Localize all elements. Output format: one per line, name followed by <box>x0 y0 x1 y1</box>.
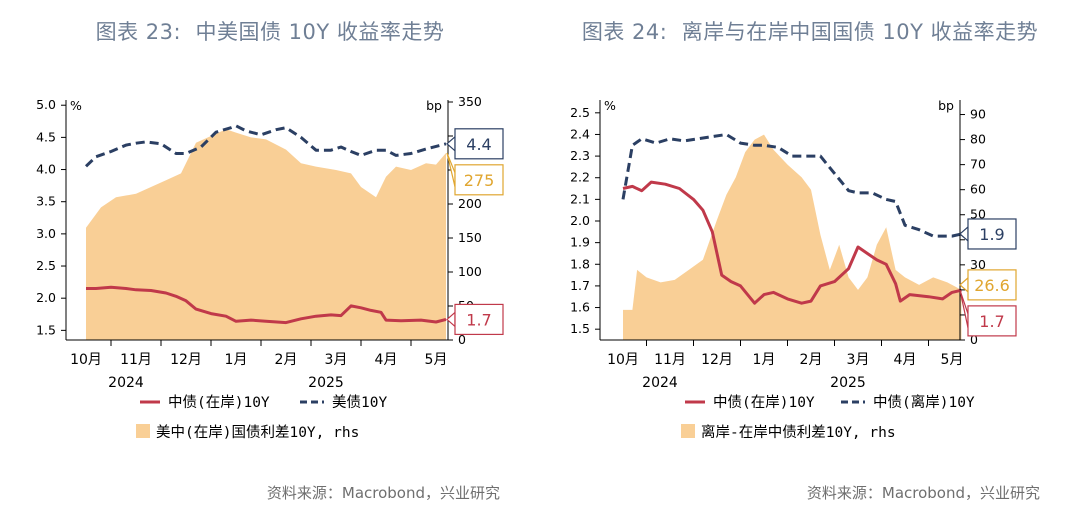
x-tick-label: 4月 <box>894 352 917 368</box>
right-tick-label: 350 <box>458 94 482 109</box>
right-tick-label: 80 <box>970 132 986 147</box>
callout-box <box>454 303 504 336</box>
x-tick-label: 2月 <box>275 352 298 368</box>
right-unit-label: bp <box>426 98 442 113</box>
left-tick-label: 2.1 <box>570 191 590 206</box>
left-tick-label: 2.5 <box>36 258 56 273</box>
callout-value: 1.7 <box>466 310 491 329</box>
x-tick-label: 12月 <box>701 352 733 368</box>
x-tick-label: 10月 <box>607 352 639 368</box>
spread-area <box>623 134 962 340</box>
year-label: 2025 <box>308 375 344 391</box>
callout-box <box>454 128 504 160</box>
right-unit-label: bp <box>938 98 954 113</box>
chart-title: 图表 24: 离岸与在岸中国国债 10Y 收益率走势 <box>581 20 1039 44</box>
left-tick-label: 2.0 <box>36 290 56 305</box>
left-tick-label: 2.4 <box>570 126 590 141</box>
callout-value: 1.9 <box>979 225 1004 244</box>
x-tick-label: 3月 <box>325 352 348 368</box>
left-tick-label: 1.5 <box>36 322 56 337</box>
right-tick-label: 0 <box>458 332 466 347</box>
callout-box <box>967 269 1017 301</box>
x-tick-label: 5月 <box>941 352 964 368</box>
year-label: 2024 <box>108 375 144 391</box>
left-tick-label: 5.0 <box>36 97 56 112</box>
left-tick-label: 1.6 <box>570 300 590 315</box>
x-tick-label: 1月 <box>753 352 776 368</box>
year-label: 2024 <box>642 375 678 391</box>
callout-value: 1.7 <box>979 312 1004 331</box>
x-tick-label: 10月 <box>70 352 102 368</box>
spread-area <box>86 129 446 340</box>
left-tick-label: 2.3 <box>570 148 590 163</box>
callout-pointer <box>959 225 969 243</box>
right-tick-label: 50 <box>970 207 986 222</box>
right-tick-label: 200 <box>458 196 482 211</box>
left-tick-label: 1.7 <box>570 278 590 293</box>
legend-label: 中债(离岸)10Y <box>873 394 975 411</box>
right-tick-label: 100 <box>458 264 482 279</box>
chart-svg: 1.51.61.71.81.92.02.12.22.32.42.5%010203… <box>570 98 1017 441</box>
callout-box <box>967 305 1017 337</box>
left-tick-label: 2.0 <box>570 213 590 228</box>
x-tick-label: 5月 <box>425 352 448 368</box>
source-label: 资料来源：Macrobond，兴业研究 <box>806 484 1040 502</box>
x-tick-label: 11月 <box>120 352 152 368</box>
source-label: 资料来源：Macrobond，兴业研究 <box>266 484 500 502</box>
left-tick-label: 2.5 <box>570 105 590 120</box>
right-tick-label: 70 <box>970 157 986 172</box>
left-unit-label: % <box>604 98 616 113</box>
right-tick-label: 30 <box>970 257 986 272</box>
callout-value: 275 <box>464 171 495 190</box>
left-tick-label: 1.5 <box>570 321 590 336</box>
chart-svg: 1.52.02.53.03.54.04.55.0%050100150200250… <box>36 94 504 441</box>
x-tick-label: 3月 <box>847 352 870 368</box>
year-label: 2025 <box>830 375 866 391</box>
left-tick-label: 4.0 <box>36 162 56 177</box>
left-tick-label: 1.9 <box>570 235 590 250</box>
legend-swatch-area <box>681 424 695 438</box>
legend-label: 中债(在岸)10Y <box>168 394 270 411</box>
callout-value: 4.4 <box>466 135 491 154</box>
legend-label: 离岸-在岸中债利差10Y, rhs <box>701 424 896 441</box>
left-tick-label: 2.2 <box>570 170 590 185</box>
solid-series-line <box>622 180 962 305</box>
chart-title: 图表 23: 中美国债 10Y 收益率走势 <box>95 20 445 44</box>
x-tick-label: 11月 <box>654 352 686 368</box>
left-tick-label: 3.5 <box>36 194 56 209</box>
dashed-series-line <box>84 124 447 168</box>
legend-label: 美中(在岸)国债利差10Y, rhs <box>156 424 359 441</box>
left-tick-label: 4.5 <box>36 129 56 144</box>
x-tick-label: 2月 <box>800 352 823 368</box>
callout-box <box>454 164 504 196</box>
chart-panel-24: 图表 24: 离岸与在岸中国国债 10Y 收益率走势 1.5 1.6 1.7 1.8 1… <box>540 0 1080 508</box>
left-tick-label: 3.0 <box>36 226 56 241</box>
chart-panel-23: 图表 23: 中美国债 10Y 收益率走势 1.5 2.0 2.5 3.0 3.5 4.0… <box>36 20 504 502</box>
legend-label: 中债(在岸)10Y <box>713 394 815 411</box>
x-tick-label: 4月 <box>375 352 398 368</box>
right-tick-label: 150 <box>458 230 482 245</box>
legend-swatch-area <box>136 424 150 438</box>
callout-value: 26.6 <box>974 276 1010 295</box>
left-unit-label: % <box>70 98 82 113</box>
right-tick-label: 90 <box>970 107 986 122</box>
left-tick-label: 1.8 <box>570 256 590 271</box>
right-tick-label: 60 <box>970 182 986 197</box>
callout-box <box>967 218 1017 250</box>
legend-label: 美债10Y <box>332 394 387 411</box>
dashed-series-line <box>621 133 962 238</box>
right-tick-label: 0 <box>970 332 978 347</box>
x-tick-label: 1月 <box>225 352 248 368</box>
x-tick-label: 12月 <box>170 352 202 368</box>
solid-series-line <box>86 285 447 325</box>
